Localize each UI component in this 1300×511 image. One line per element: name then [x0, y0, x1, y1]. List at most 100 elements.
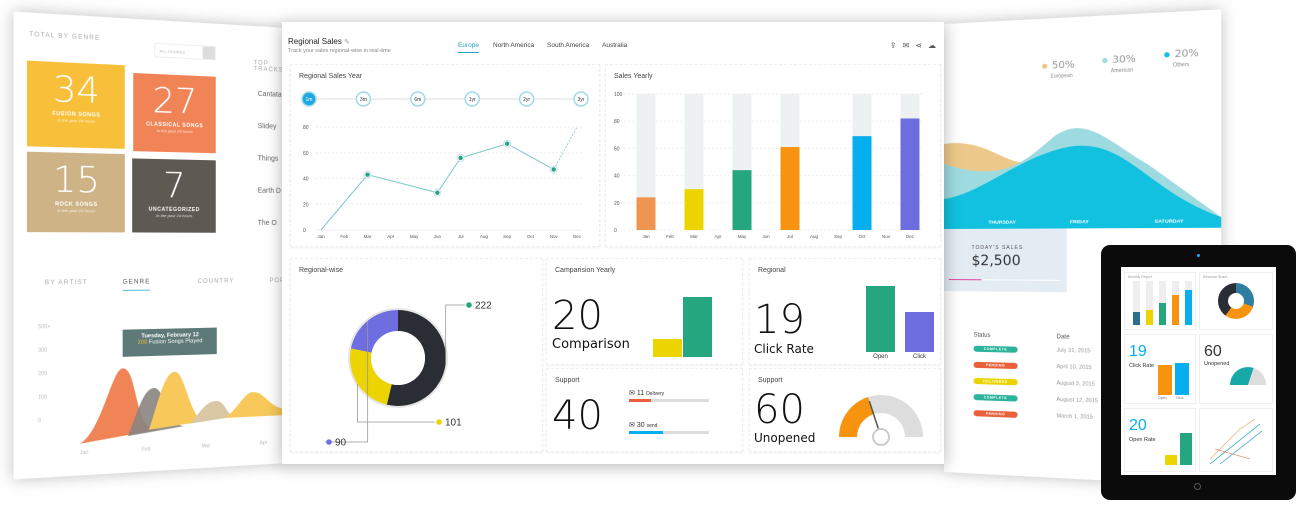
gauge-fill [839, 397, 874, 437]
comparison-value: 20 [552, 293, 603, 339]
bar-jul[interactable] [781, 147, 800, 230]
x-tick: Jan [80, 450, 89, 457]
genre-select[interactable]: ALL GENRES [154, 43, 216, 61]
status-badge: PENDING [974, 362, 1018, 369]
sales-value: $2,500 [972, 253, 1021, 269]
x-tick: Jul [787, 234, 793, 239]
bar-click [1175, 363, 1189, 395]
bar-may[interactable] [733, 170, 752, 230]
slice-label: 222 [475, 301, 492, 312]
todays-sales-box: TODAY'S SALES $2,500 [944, 228, 1067, 292]
page-title: Regional Sales ✎ [288, 37, 350, 46]
tab-europe[interactable]: Europe [458, 42, 479, 53]
open-rate-card: 20 Open Rate [1124, 408, 1196, 472]
x-tick: Apr [260, 440, 268, 446]
click-value: 19 [1129, 343, 1147, 361]
home-button[interactable] [1194, 483, 1201, 490]
range-3m[interactable]: 3m [356, 92, 370, 106]
track-item[interactable]: Cantata [258, 91, 282, 99]
bar-open [1158, 365, 1172, 395]
y-tick: 0 [38, 418, 41, 424]
x-tick: Apr [387, 234, 395, 239]
tab-australia[interactable]: Australia [602, 42, 627, 49]
range-label: 2yr [523, 97, 530, 103]
legend-dot [1042, 64, 1047, 69]
bar-open[interactable] [866, 286, 895, 352]
tab-south-america[interactable]: South America [547, 42, 589, 49]
genre-tile[interactable]: 27 CLASSICAL SONGS in the past 24 hours [133, 73, 216, 153]
genre-tile[interactable]: 15 ROCK SONGS in the past 24 hours [27, 152, 125, 233]
data-point[interactable] [435, 190, 439, 194]
x-tick: Jun [434, 234, 442, 239]
row-date: March 1, 2015 [1056, 413, 1093, 421]
range-3yr[interactable]: 3yr [574, 92, 588, 106]
line-series [321, 144, 554, 230]
track-item[interactable]: The O [258, 220, 277, 227]
leader-line [446, 305, 465, 364]
bar-dec[interactable] [901, 118, 920, 230]
y-tick: 300 [38, 347, 47, 354]
bar-chart: 0 20 40 60 80 100 Jan Feb Mar Apr May Jun Jul Aug Sep O… [606, 65, 942, 248]
x-tick: Dec [573, 234, 582, 239]
track-item[interactable]: Earth D [258, 188, 281, 195]
legend-pct: 50% [1052, 59, 1075, 71]
x-tick: Mar [202, 443, 211, 449]
row-date: April 10, 2015 [1056, 364, 1091, 371]
bar-mar[interactable] [685, 189, 704, 230]
range-label: 1m [306, 97, 313, 103]
row-date: July 31, 2015 [1056, 348, 1090, 355]
regional-sales-window: Regional Sales ✎ Track your sales region… [282, 22, 944, 464]
track-item[interactable]: Slidey [258, 123, 277, 131]
unopened-label: Unopened [754, 431, 815, 445]
bar-click[interactable] [905, 312, 934, 352]
legend-dot [1102, 58, 1107, 63]
card-title: Regional [758, 267, 786, 274]
click-value: 19 [754, 297, 805, 343]
x-tick: Jan [642, 234, 650, 239]
comparison-card: Camparision Yearly 20 Comparison [546, 258, 743, 365]
range-1m[interactable]: 1m [302, 92, 316, 106]
bar-jan[interactable] [637, 197, 656, 230]
y-tick: 100 [614, 92, 623, 98]
cloud-download-icon[interactable]: ☁ [928, 41, 936, 50]
genre-tile[interactable]: 34 FUSION SONGS in the past 24 hours [27, 61, 125, 149]
growth-chart-card [1199, 408, 1273, 472]
export-icon[interactable]: ⇪ [890, 41, 897, 50]
tablet-bar [1133, 281, 1140, 325]
genre-tile[interactable]: 7 UNCATEGORIZED in the past 24 hours [132, 158, 216, 232]
support-item-send: ✉ 30 send [629, 421, 657, 429]
data-point[interactable] [365, 172, 369, 176]
progress-bar [629, 399, 709, 402]
mail-icon[interactable]: ✉ [903, 41, 910, 50]
range-6m[interactable]: 6m [411, 92, 425, 106]
comparison-bar[interactable] [683, 297, 712, 357]
range-1yr[interactable]: 1yr [465, 92, 479, 106]
track-item[interactable]: Things [258, 155, 279, 163]
range-2yr[interactable]: 2yr [520, 92, 534, 106]
tab-country[interactable]: COUNTRY [198, 278, 235, 284]
range-label: 1yr [469, 97, 476, 103]
legend-dot [466, 302, 472, 308]
legend-dot [326, 439, 332, 445]
data-point[interactable] [458, 156, 462, 160]
row-date: August 12, 2015 [1056, 397, 1098, 405]
status-badge: DELIVERED [974, 378, 1018, 385]
tablet-bar [1159, 281, 1166, 325]
edit-icon[interactable]: ✎ [344, 39, 350, 46]
tab-north-america[interactable]: North America [493, 42, 534, 49]
tab-genre[interactable]: GENRE [123, 279, 151, 291]
tab-by-artist[interactable]: BY ARTIST [45, 280, 88, 287]
comparison-bar[interactable] [653, 339, 682, 357]
card-title: Support [758, 377, 783, 384]
data-point[interactable] [552, 167, 556, 171]
x-tick: Oct [527, 234, 535, 239]
bar-oct[interactable] [853, 136, 872, 230]
day-label: SATURDAY [1154, 218, 1184, 225]
x-tick: Aug [810, 234, 819, 239]
legend-dot [436, 419, 442, 425]
x-tick: Jun [762, 234, 770, 239]
gauge-hub [873, 429, 889, 445]
data-point[interactable] [505, 142, 509, 146]
comparison-label: Comparison [552, 337, 630, 352]
share-icon[interactable]: ⋖ [915, 41, 922, 50]
